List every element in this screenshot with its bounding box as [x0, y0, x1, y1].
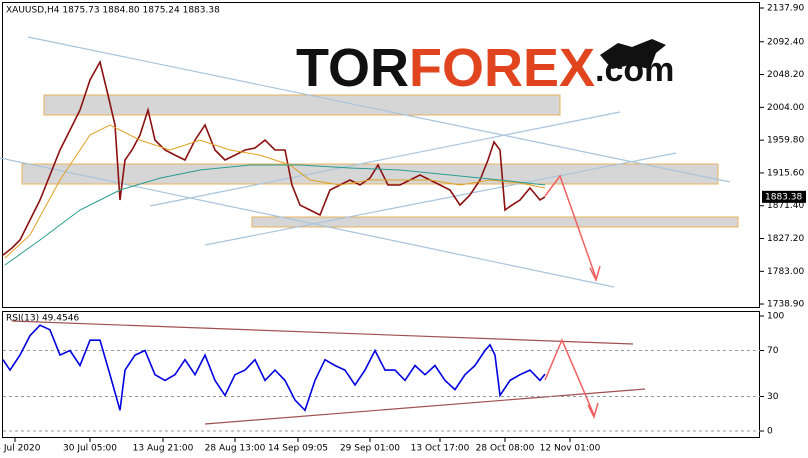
x-tick-label: 14 Sep 09:05 [268, 444, 328, 454]
x-tick-label: 13 Oct 17:00 [411, 444, 470, 454]
arrowhead [589, 265, 601, 283]
arrowhead [587, 402, 599, 420]
y-tick-label: 1783.00 [767, 267, 804, 277]
series-line [2, 59, 546, 256]
y-tick-label: 2092.40 [767, 37, 804, 47]
x-tick-label: 28 Aug 13:00 [205, 444, 266, 454]
x-tick-label: 30 Jul 05:00 [63, 444, 117, 454]
arrow [544, 338, 595, 416]
y-tick-label: 2004.00 [767, 103, 804, 113]
rsi-panel [2, 311, 760, 438]
y-tick-label: 0 [767, 427, 773, 437]
price-panel [2, 2, 760, 308]
y-tick-label: 2137.90 [767, 4, 804, 14]
series-line [4, 124, 546, 259]
series-line [2, 324, 546, 412]
x-tick-label: 13 Aug 21:00 [133, 444, 194, 454]
trend-line [11, 320, 634, 345]
x-tick-label: 29 Sep 01:00 [340, 444, 400, 454]
y-tick-label: 70 [767, 346, 779, 356]
trend-line [0, 157, 615, 288]
support-zone [251, 216, 739, 228]
y-tick-label: 1827.20 [767, 234, 804, 244]
rsi-title: RSI(13) 49.4546 [6, 314, 79, 324]
bull-icon [600, 39, 666, 69]
trend-line [149, 111, 621, 207]
x-tick-label: 15 Jul 2020 [0, 444, 41, 454]
pivot-zone [21, 163, 719, 185]
rsi-trend-lines [11, 320, 646, 425]
forecast-arrows [544, 174, 601, 420]
watermark-tor: TOR [296, 38, 409, 98]
y-tick-label: 1915.60 [767, 168, 804, 178]
y-tick-label: 1738.90 [767, 300, 804, 310]
trend-line [204, 388, 646, 425]
y-tick-label: 30 [767, 392, 779, 402]
series-line [4, 164, 546, 266]
watermark: TORFOREX.com [296, 38, 674, 98]
trend-line [27, 36, 731, 183]
y-tick-label: 1959.80 [767, 136, 804, 146]
trend-line [204, 152, 677, 246]
price-tag [762, 190, 806, 203]
chart-title: XAUUSD,H4 1875.73 1884.80 1875.24 1883.3… [6, 6, 220, 16]
arrow [544, 174, 597, 279]
y-tick-label: 100 [767, 312, 784, 322]
price-tag-label: 1883.38 [765, 192, 802, 202]
y-tick-label: 1871.40 [767, 201, 804, 211]
watermark-forex: FOREX [409, 38, 595, 98]
trend-lines [0, 36, 731, 288]
x-tick-label: 28 Oct 08:00 [476, 444, 535, 454]
x-tick-label: 12 Nov 01:00 [540, 444, 601, 454]
resistance-zone [43, 94, 561, 116]
y-tick-label: 2048.20 [767, 70, 804, 80]
